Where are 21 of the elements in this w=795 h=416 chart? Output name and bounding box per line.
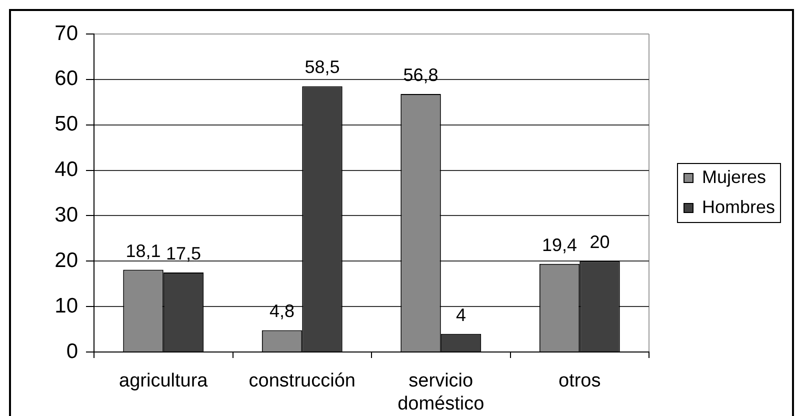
- y-tick-label: 0: [66, 340, 78, 363]
- y-tick-label: 60: [54, 67, 78, 90]
- x-tick-label: otros: [558, 370, 601, 392]
- y-tick-label: 30: [54, 204, 78, 227]
- y-tick-label: 10: [54, 294, 78, 318]
- data-label: 19,4: [542, 234, 578, 255]
- data-label: 58,5: [304, 57, 340, 78]
- y-tick-label: 20: [54, 248, 78, 272]
- data-label: 18,1: [126, 240, 161, 261]
- y-tick-label: 40: [54, 158, 78, 182]
- legend-label: Mujeres: [702, 166, 766, 187]
- data-label: 4: [456, 304, 466, 325]
- x-tick-label: construcción: [248, 370, 356, 392]
- data-label: 17,5: [166, 244, 202, 264]
- data-label: 20: [590, 232, 610, 252]
- x-tick-label: servicio doméstico: [398, 370, 484, 414]
- y-tick-label: 70: [54, 22, 78, 45]
- x-tick-label: agricultura: [119, 370, 208, 392]
- data-label: 4,8: [269, 301, 295, 322]
- legend-label: Hombres: [702, 196, 776, 217]
- y-tick-label: 50: [54, 112, 78, 136]
